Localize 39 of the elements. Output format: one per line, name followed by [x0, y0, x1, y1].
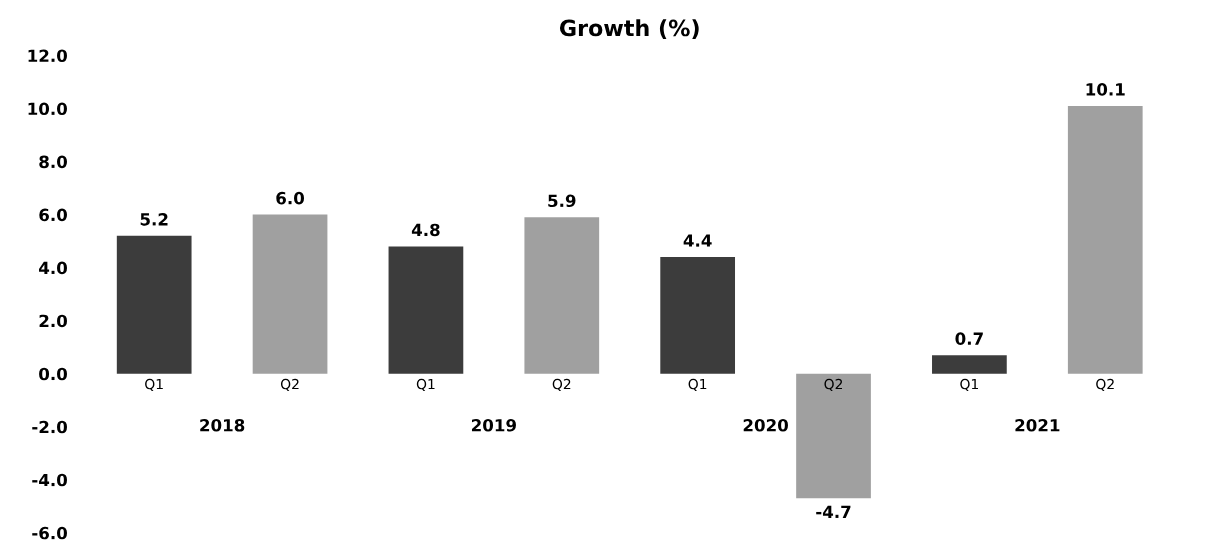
x-tick-label: Q1: [688, 378, 707, 391]
bar: [660, 257, 736, 374]
annotation: 2020: [743, 418, 788, 432]
y-tick-label: 4.0: [39, 261, 67, 275]
x-tick-label: Q1: [145, 378, 163, 391]
bar: [524, 217, 600, 374]
x-tick-label: Q2: [280, 378, 299, 391]
bar: [252, 214, 328, 374]
data-label: 10.1: [1086, 83, 1125, 96]
y-tick-label: 0.0: [39, 367, 67, 381]
bar: [1067, 105, 1143, 374]
data-label: 5.2: [140, 213, 168, 226]
bar: [796, 373, 871, 499]
y-tick-label: 8.0: [39, 155, 67, 169]
y-tick-label: 6.0: [39, 208, 67, 222]
annotation: 2018: [200, 418, 245, 432]
y-tick-label: 2.0: [39, 314, 67, 328]
x-tick-label: Q1: [960, 378, 978, 391]
bar: [116, 235, 192, 374]
y-tick-label: 12.0: [28, 49, 67, 63]
x-tick-label: Q2: [824, 378, 843, 391]
y-tick-label: -6.0: [32, 526, 67, 540]
data-label: 5.9: [548, 194, 576, 208]
data-label: 4.8: [411, 223, 440, 237]
x-tick-label: Q1: [416, 378, 435, 391]
chart-title: Growth (%): [559, 19, 699, 39]
data-label: -4.7: [816, 505, 851, 518]
data-label: 0.7: [955, 332, 983, 345]
x-tick-label: Q2: [552, 378, 571, 391]
y-tick-label: -2.0: [32, 420, 67, 434]
annotation: 2021: [1015, 418, 1060, 432]
data-label: 4.4: [683, 234, 712, 247]
annotation: 2019: [471, 418, 516, 432]
x-tick-label: Q2: [1096, 378, 1114, 391]
y-tick-label: -4.0: [32, 473, 67, 487]
y-tick-label: 10.0: [28, 102, 67, 116]
bar: [932, 355, 1007, 374]
bar: [388, 246, 464, 374]
data-label: 6.0: [276, 191, 305, 205]
